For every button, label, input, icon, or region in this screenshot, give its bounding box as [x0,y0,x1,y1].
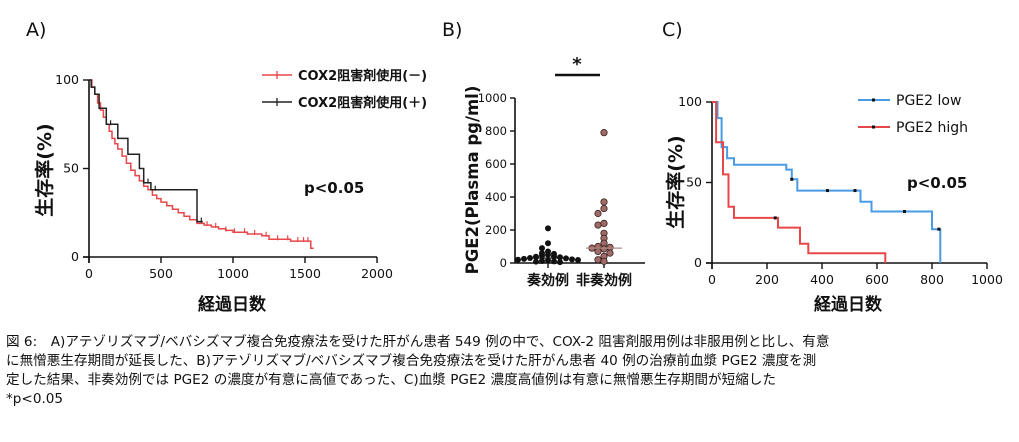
panel-a-ylabel: 生存率(%) [33,123,56,216]
legend-label-pge2-high: PGE2 high [896,120,968,136]
panel-a-series-line-1 [89,79,203,223]
panel-b-point-responder [539,252,545,259]
panel-b-point-responder [539,258,545,265]
panel-a-axes: 0 500 1000 1500 2000 0 50 100 [55,72,393,281]
caption-line-1: 図 6: A)アテゾリズマブ/ベバシズマブ複合免疫療法を受けた肝がん患者 549… [6,334,830,350]
panel-b-point-responder [575,257,581,264]
panel-b-point-responder [557,259,563,266]
panel-c-series [712,101,942,263]
panel-a-xtick-label: 1500 [289,266,321,281]
panel-a-xtick-label: 1000 [217,266,249,281]
legend-censor-pge2-low [872,98,875,102]
panel-b-point-responder [533,258,539,265]
caption-line-3: 定した結果、非奏効例では PGE2 の濃度が有意に高値であった、C)血漿 PGE… [6,372,776,388]
panel-b-point-nonresponder [600,257,608,265]
panel-c-censor-mark-0 [903,209,906,213]
panel-b-point-responder [545,251,551,258]
panel-b-ytick-label: 0 [500,256,507,270]
panel-b-point-responder [539,245,545,252]
panel-a-legend: COX2阻害剤使用(－) COX2阻害剤使用(＋) [262,68,427,111]
panel-b-point-responder [515,256,521,263]
panel-b-ytick-label: 1000 [478,91,507,105]
panel-b-point-responder [569,256,575,263]
panel-b-point-nonresponder [600,245,608,253]
panel-a-ytick-label: 100 [55,72,79,87]
panel-a-xtick-label: 0 [85,266,93,281]
panel-a-xtick-label: 2000 [361,266,393,281]
panel-c-censor-mark-0 [937,227,941,231]
panel-c-xtick-label: 0 [708,272,716,287]
panel-c-xtick-label: 200 [755,272,779,287]
panel-b-label: B) [442,19,462,41]
panel-c-xlabel: 経過日数 [814,294,883,315]
panel-c-censor-mark-1 [773,216,777,220]
panel-b-significance: * [572,54,582,75]
panel-b-point-responder [545,225,551,232]
figure-panels: A) 生存率(%) 経過日数 p<0.05 0 500 1000 1500 200005… [26,19,1003,315]
legend-label-cox2-pos: COX2阻害剤使用(＋) [298,95,427,111]
panel-a-km-plot: A) 生存率(%) 経過日数 p<0.05 0 500 1000 1500 2000 0 5… [26,19,427,315]
figure-caption: 図 6: A)アテゾリズマブ/ベバシズマブ複合免疫療法を受けた肝がん患者 549… [6,333,1014,409]
panel-b-points [515,129,622,266]
panel-b-ytick-label: 600 [485,157,507,171]
panel-a-series-line-0 [89,79,314,249]
panel-b-point-nonresponder [600,204,608,213]
panel-c-ytick-label: 0 [694,255,702,270]
panel-a-xtick-label: 500 [149,266,173,281]
panel-b-ytick-label: 200 [485,223,507,237]
panel-a-ytick-label: 50 [63,161,79,176]
caption-line-2: に無憎悪生存期間が延長した、B)アテゾリズマブ/ベバシズマブ複合免疫療法を受けた… [6,353,817,369]
panel-b-axes: 0 200 400 600 800 1000 奏効例 非奏効例 [478,91,645,289]
legend-censor-pge2-high [872,125,875,129]
caption-line-4: *p<0.05 [6,391,64,407]
legend-label-cox2-neg: COX2阻害剤使用(－) [298,68,427,84]
panel-b-point-responder [521,255,527,262]
panel-b-point-responder [551,258,557,265]
panel-b-point-responder [545,240,551,247]
panel-c-legend: PGE2 low PGE2 high [858,93,968,136]
panel-b-point-nonresponder [594,209,602,218]
panel-b-point-nonresponder [594,256,602,264]
panel-b-point-nonresponder [600,129,608,137]
panel-a-series [89,79,314,249]
legend-label-pge2-low: PGE2 low [896,93,961,109]
panel-b-ylabel: PGE2(Plasma pg/ml) [463,86,482,275]
panel-c-series-line-0 [712,101,942,263]
panel-b-point-nonresponder [600,219,608,227]
panel-b-point-nonresponder [594,221,602,229]
panel-c-km-plot: C) 生存率(%) 経過日数 p<0.05 0 200 400 600 800 10000… [662,19,1003,315]
panel-a-label: A) [26,19,46,41]
panel-b-point-responder [545,257,551,264]
panel-a-xlabel: 経過日数 [198,294,267,315]
panel-b-point-nonresponder [606,249,614,257]
panel-c-axes: 0 200 400 600 800 1000 0 50 100 [678,94,1003,287]
panel-c-ytick-label: 50 [686,175,702,190]
panel-b-category-label: 奏効例 [526,272,569,289]
panel-b-point-nonresponder [600,198,608,206]
panel-a-pvalue: p<0.05 [304,179,364,197]
panel-b-ytick-label: 800 [485,124,507,138]
panel-c-ylabel: 生存率(%) [664,135,687,228]
panel-c-censor-mark-0 [826,189,829,193]
panel-c-pvalue: p<0.05 [907,174,967,192]
panel-c-xtick-label: 800 [920,272,944,287]
panel-c-censor-mark-0 [790,177,794,181]
panel-c-label: C) [662,19,683,41]
panel-c-xtick-label: 1000 [971,272,1003,287]
panel-b-point-responder [557,254,563,261]
panel-b-scatter: B) PGE2(Plasma pg/ml) * 0 200 400 600 800 100… [442,19,645,289]
panel-b-point-nonresponder [594,247,602,256]
panel-c-xtick-label: 600 [865,272,889,287]
panel-b-category-label: 非奏効例 [576,272,632,289]
panel-c-xtick-label: 400 [810,272,834,287]
panel-c-series-line-1 [712,101,887,263]
panel-c-censor-mark-0 [853,189,857,193]
panel-b-ytick-label: 400 [485,190,507,204]
panel-c-ytick-label: 100 [678,94,702,109]
panel-a-ytick-label: 0 [71,249,79,264]
